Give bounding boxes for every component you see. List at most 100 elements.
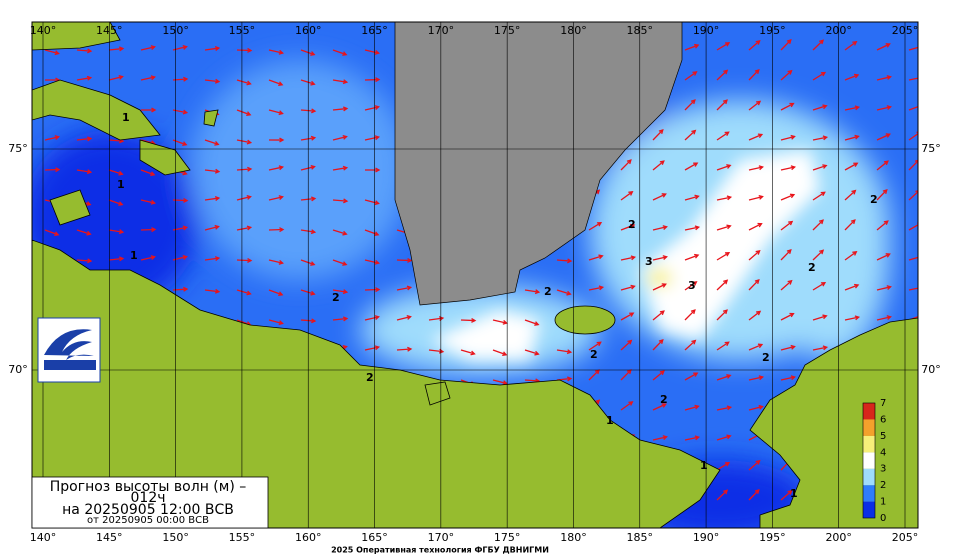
arrow-head: [854, 134, 860, 140]
arrow: [876, 220, 889, 231]
arrow-head: [919, 255, 923, 259]
arrow: [716, 42, 731, 51]
arrow-head: [628, 191, 634, 196]
arrow-head: [214, 141, 220, 146]
arrow: [300, 229, 317, 235]
legend-swatch: [863, 485, 875, 502]
arrow-shaft: [300, 289, 315, 295]
arrow-shaft: [716, 42, 730, 51]
arrow-shaft: [684, 195, 699, 201]
arrow-shaft: [236, 226, 251, 231]
arrow-head: [214, 168, 221, 174]
arrow-shaft: [748, 40, 761, 51]
arrow-head: [598, 285, 605, 291]
arrow: [588, 285, 605, 291]
arrow: [652, 403, 667, 411]
arrow-head: [342, 344, 348, 350]
arrow: [236, 166, 253, 172]
arrow: [908, 287, 918, 291]
arrow: [620, 312, 635, 321]
arrow-head: [918, 105, 922, 109]
arrow-shaft: [460, 319, 476, 322]
arrow-shaft: [140, 256, 155, 261]
arrow-head: [310, 196, 317, 202]
arrow-head: [757, 343, 764, 349]
arrow-head: [310, 164, 316, 170]
arrow: [236, 109, 252, 116]
arrow: [300, 289, 316, 296]
lon-label: 170°: [428, 24, 455, 37]
arrow-shaft: [556, 289, 571, 295]
arrow-head: [820, 71, 827, 77]
arrow: [172, 45, 188, 51]
lon-label: 180°: [560, 531, 587, 544]
arrow-shaft: [76, 259, 92, 262]
arrow: [588, 221, 603, 231]
arrow: [236, 47, 253, 53]
arrow-head: [882, 188, 888, 194]
arrow: [268, 165, 285, 171]
arrow: [908, 46, 918, 51]
arrow: [684, 129, 697, 141]
arrow: [780, 165, 797, 171]
arrow: [140, 45, 156, 51]
arrow-head: [118, 46, 125, 52]
footer: 2025 Оперативная технология ФГБУ ДВНИГМИ: [331, 546, 549, 555]
arrow-head: [662, 225, 668, 230]
arrow: [780, 69, 793, 81]
arrow-head: [375, 287, 381, 293]
arrow: [620, 401, 634, 411]
arrow-shaft: [236, 139, 251, 144]
arrow-head: [723, 69, 729, 75]
title-line: от 20250905 00:00 ВСВ: [87, 515, 209, 526]
arrow: [364, 259, 380, 265]
arrow-head: [724, 42, 731, 47]
arrow-head: [374, 200, 380, 206]
arrow-shaft: [652, 226, 667, 231]
arrow-shaft: [524, 349, 539, 355]
arrow-shaft: [172, 199, 188, 202]
arrow-shaft: [300, 49, 315, 56]
arrow: [748, 165, 764, 171]
arrow-head: [214, 78, 221, 84]
arrow: [684, 435, 701, 441]
arrow-shaft: [652, 436, 667, 441]
lat-label: 75°: [8, 142, 28, 155]
arrow-head: [246, 225, 253, 231]
arrow: [908, 77, 918, 81]
arrow-head: [886, 75, 892, 80]
arrow-shaft: [908, 287, 918, 291]
arrow: [44, 229, 60, 237]
arrow: [556, 349, 573, 355]
arrow: [716, 341, 730, 351]
arrow-shaft: [812, 164, 827, 171]
arrow: [748, 310, 762, 321]
arrow-head: [886, 105, 892, 111]
arrow-shaft: [876, 133, 891, 141]
arrow-head: [790, 165, 797, 171]
arrow-head: [758, 165, 764, 171]
arrow-shaft: [748, 310, 761, 321]
arrow-shaft: [652, 160, 665, 171]
arrow-head: [690, 309, 696, 315]
arrow-shaft: [780, 280, 792, 291]
arrow: [556, 258, 573, 264]
arrow-head: [790, 134, 796, 140]
lon-label: 175°: [494, 531, 521, 544]
arrow-shaft: [748, 343, 763, 351]
arrow-shaft: [748, 405, 763, 411]
arrow-shaft: [332, 167, 347, 171]
arrow-head: [214, 288, 221, 294]
arrow-head: [854, 315, 861, 321]
arrow-shaft: [364, 106, 379, 111]
arrow-head: [342, 79, 349, 85]
arrow-shaft: [748, 100, 761, 111]
arrow-head: [86, 201, 92, 206]
arrow-head: [885, 253, 891, 258]
arrow-shaft: [908, 46, 918, 51]
arrow: [332, 134, 348, 141]
arrow-shaft: [268, 289, 283, 296]
arrow-head: [471, 317, 477, 323]
arrow-head: [214, 196, 221, 201]
arrow-shaft: [844, 74, 859, 81]
